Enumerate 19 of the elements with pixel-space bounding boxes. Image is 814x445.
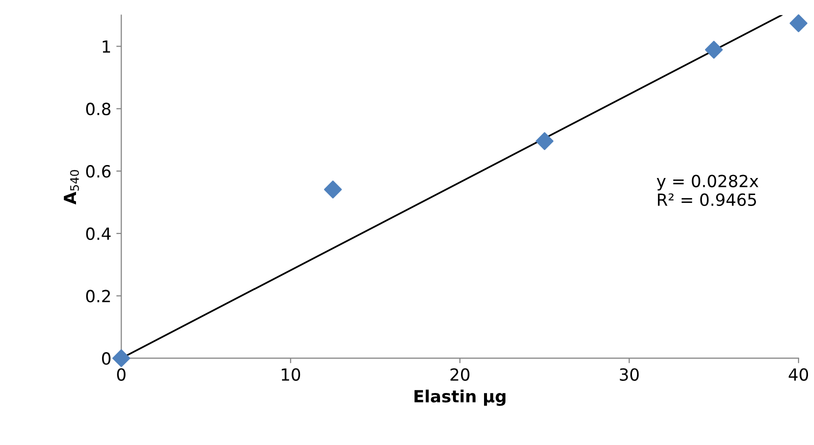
y-axis-title: A$_{540}$ xyxy=(64,170,79,205)
x-axis-title: Elastin µg xyxy=(414,390,506,406)
y-tick-label: 0.6 xyxy=(86,165,111,178)
x-tick-label: 10 xyxy=(282,368,300,381)
y-tick-label: 0 xyxy=(102,352,110,365)
annotation: y = 0.0282x R² = 0.9465 xyxy=(656,174,758,206)
y-tick-label: 0.4 xyxy=(86,227,111,240)
x-tick-label: 0 xyxy=(117,368,126,381)
x-tick-label: 30 xyxy=(620,368,639,381)
x-tick-label: 20 xyxy=(450,368,470,381)
y-tick-label: 0.8 xyxy=(86,102,110,116)
point xyxy=(704,40,723,59)
x-tick-label: 40 xyxy=(788,368,808,381)
point xyxy=(790,14,808,32)
y-tick-label: 0.2 xyxy=(86,290,110,302)
point xyxy=(324,180,342,198)
point xyxy=(112,349,130,368)
y-tick-label: 1 xyxy=(102,40,110,53)
point xyxy=(536,132,554,150)
